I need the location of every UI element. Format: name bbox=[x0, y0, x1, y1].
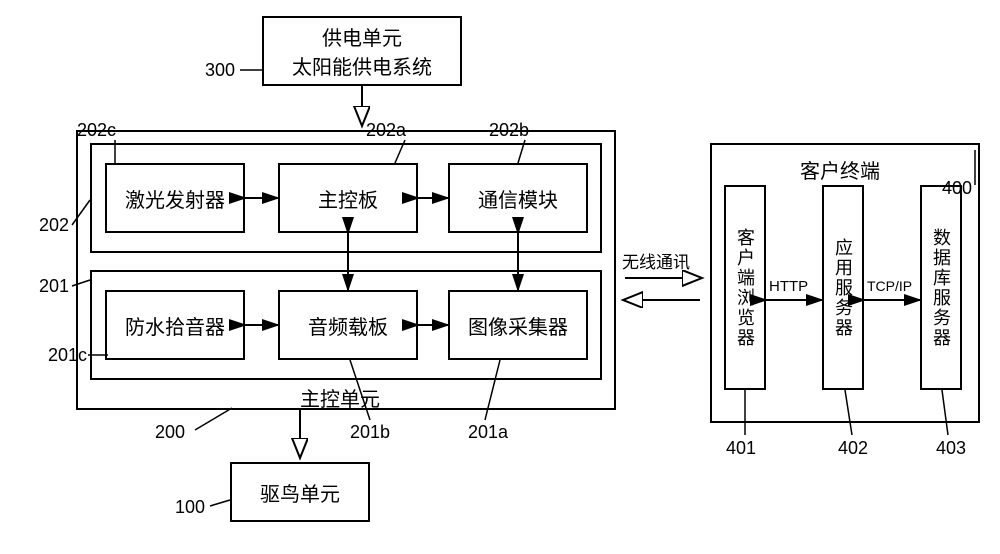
audio-board-box: 音频载板 bbox=[278, 290, 418, 360]
mcu-label: 主控板 bbox=[318, 184, 378, 213]
image-collector-box: 图像采集器 bbox=[448, 290, 588, 360]
laser-emitter-box: 激光发射器 bbox=[105, 163, 245, 233]
ref-202: 202 bbox=[39, 215, 69, 236]
ref-202a: 202a bbox=[366, 120, 406, 141]
ref-201: 201 bbox=[39, 276, 69, 297]
power-unit-line2: 太阳能供电系统 bbox=[292, 51, 432, 80]
client-browser-label: 客户端浏览器 bbox=[732, 228, 758, 348]
audio-board-label: 音频载板 bbox=[308, 311, 388, 340]
wireless-label: 无线通讯 bbox=[622, 248, 690, 273]
http-label: HTTP bbox=[769, 278, 808, 295]
bird-unit-box: 驱鸟单元 bbox=[230, 462, 370, 522]
ref-100: 100 bbox=[175, 497, 205, 518]
mcu-box: 主控板 bbox=[278, 163, 418, 233]
power-unit-line1: 供电单元 bbox=[322, 22, 402, 51]
main-unit-label: 主控单元 bbox=[300, 383, 380, 412]
app-server-label: 应用服务器 bbox=[830, 238, 856, 338]
ref-403: 403 bbox=[936, 438, 966, 459]
db-server-box: 数据库服务器 bbox=[920, 185, 962, 390]
waterproof-mic-box: 防水拾音器 bbox=[105, 290, 245, 360]
bird-unit-label: 驱鸟单元 bbox=[260, 478, 340, 507]
power-unit-box: 供电单元 太阳能供电系统 bbox=[262, 16, 462, 86]
tcpip-label: TCP/IP bbox=[867, 278, 912, 294]
image-collector-label: 图像采集器 bbox=[468, 311, 568, 340]
comm-module-label: 通信模块 bbox=[478, 184, 558, 213]
ref-202c: 202c bbox=[77, 120, 116, 141]
ref-402: 402 bbox=[838, 438, 868, 459]
comm-module-box: 通信模块 bbox=[448, 163, 588, 233]
ref-200: 200 bbox=[155, 422, 185, 443]
ref-300: 300 bbox=[205, 60, 235, 81]
ref-201c: 201c bbox=[48, 345, 87, 366]
client-terminal-title: 客户终端 bbox=[800, 155, 880, 184]
ref-400: 400 bbox=[942, 178, 972, 199]
client-browser-box: 客户端浏览器 bbox=[724, 185, 766, 390]
waterproof-mic-label: 防水拾音器 bbox=[125, 311, 225, 340]
ref-201a: 201a bbox=[468, 422, 508, 443]
ref-202b: 202b bbox=[489, 120, 529, 141]
ref-201b: 201b bbox=[350, 422, 390, 443]
db-server-label: 数据库服务器 bbox=[928, 228, 954, 348]
app-server-box: 应用服务器 bbox=[822, 185, 864, 390]
ref-401: 401 bbox=[726, 438, 756, 459]
laser-emitter-label: 激光发射器 bbox=[125, 184, 225, 213]
